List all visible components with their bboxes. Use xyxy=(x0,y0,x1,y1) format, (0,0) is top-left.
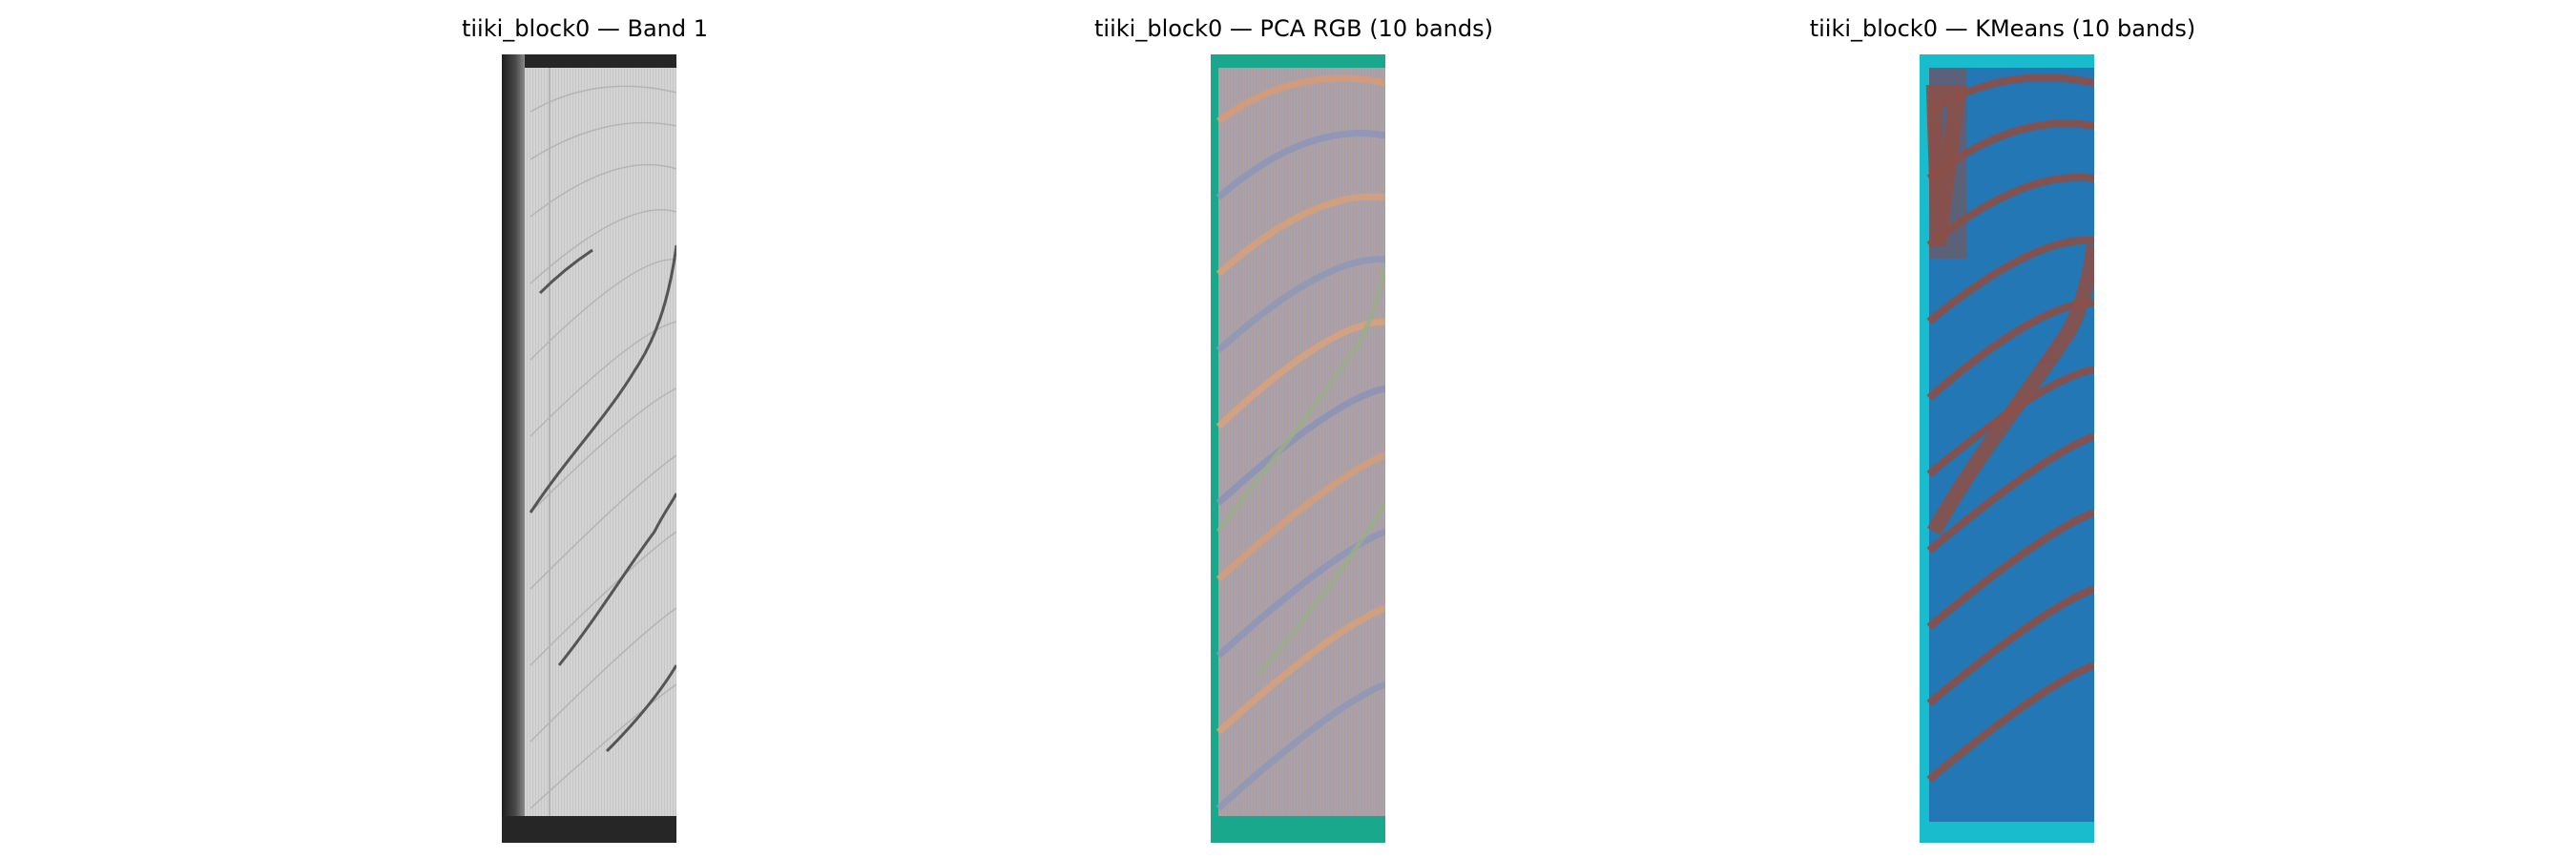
kmeans-image xyxy=(1920,54,2094,843)
pca-rgb-image xyxy=(1211,54,1385,843)
panel-title-band-1: tiiki_block0 — Band 1 xyxy=(461,15,709,42)
panel-title-pca-rgb: tiiki_block0 — PCA RGB (10 bands) xyxy=(1094,15,1493,42)
panel-title-kmeans: tiiki_block0 — KMeans (10 bands) xyxy=(1809,15,2196,42)
band-1-image xyxy=(502,54,676,843)
